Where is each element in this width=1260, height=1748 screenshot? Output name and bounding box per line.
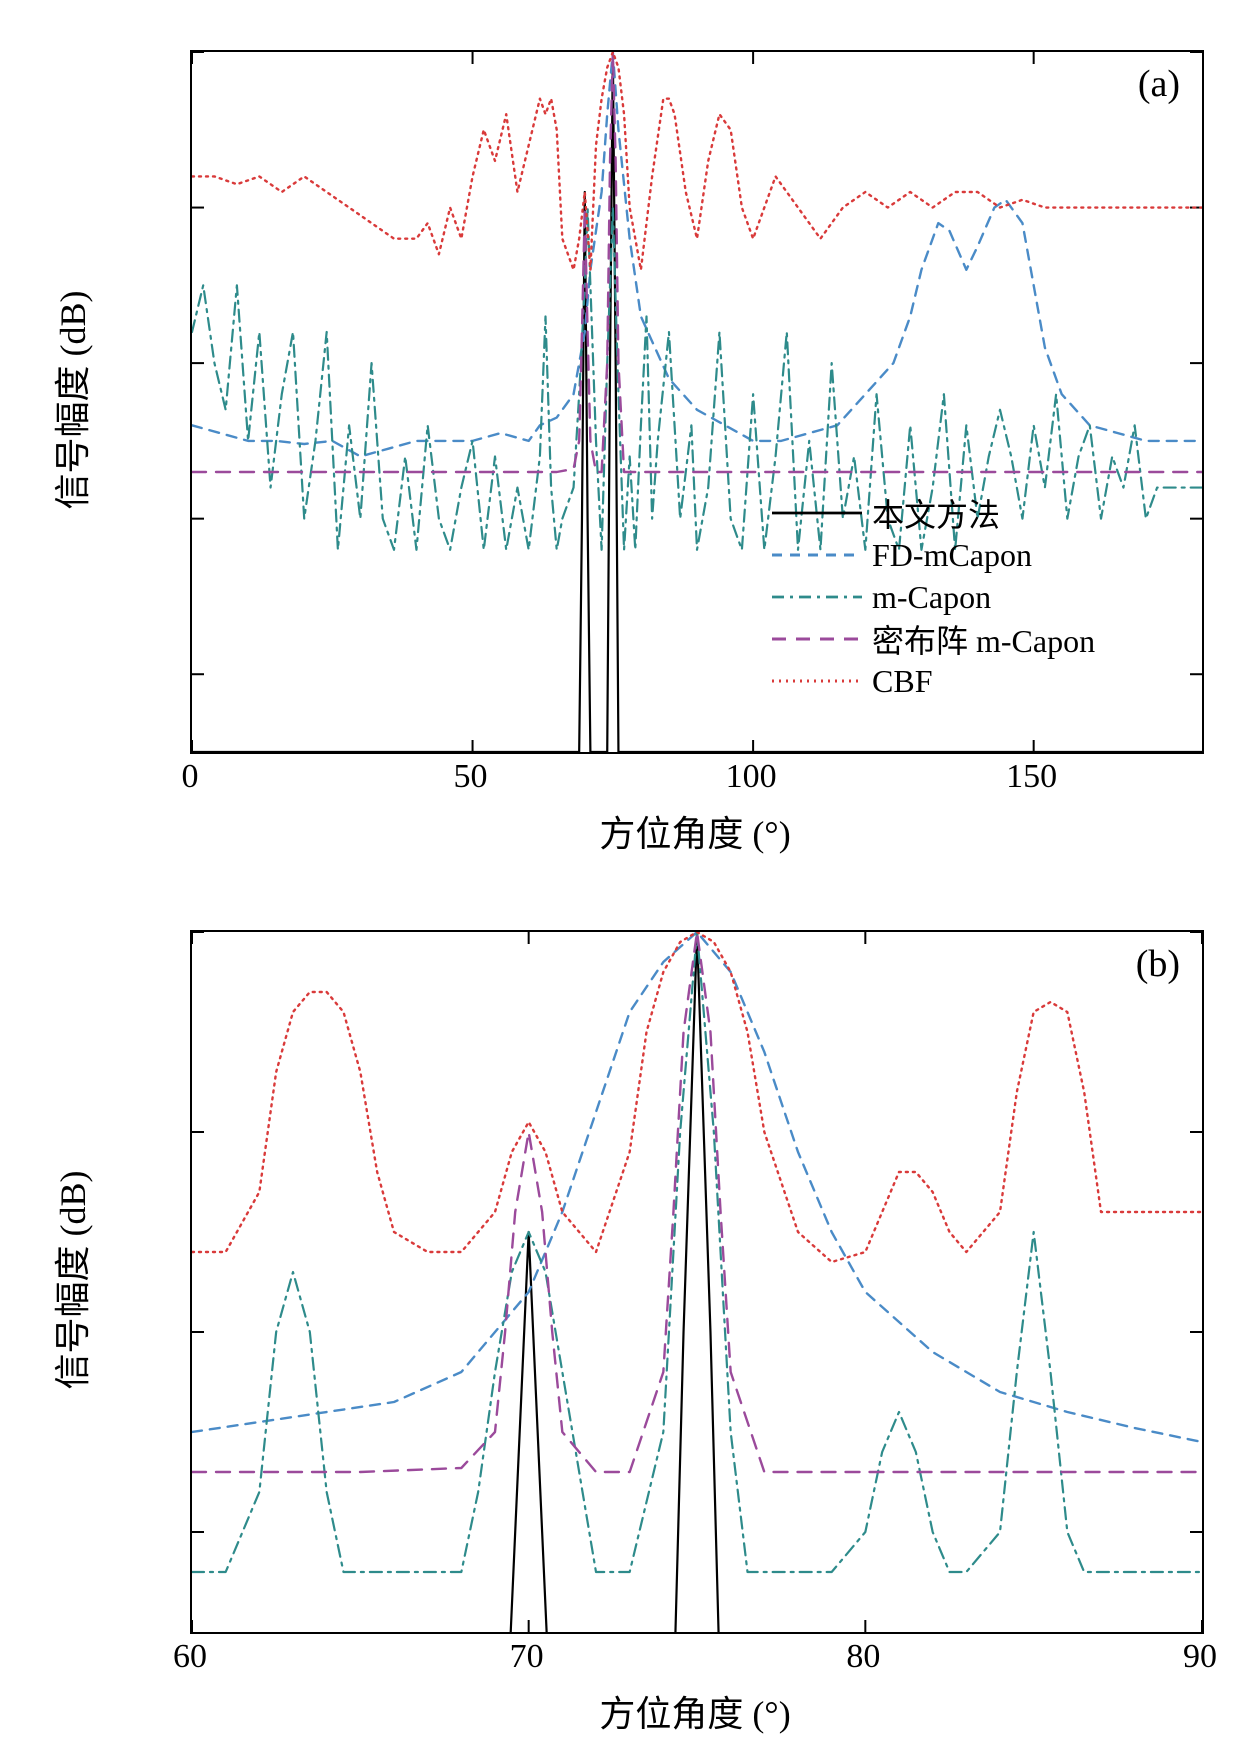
legend-label: CBF: [872, 663, 932, 700]
ylabel-b: 信号幅度 (dB): [44, 1171, 96, 1390]
xtick-label: 60: [173, 1638, 207, 1676]
series-CBF: [192, 932, 1202, 1262]
series-CBF: [192, 52, 1202, 270]
xtick-label: 0: [182, 758, 199, 796]
series-本文方法: [192, 932, 1202, 1632]
xlabel-a: 方位角度 (°): [599, 805, 790, 857]
legend-item: m-Capon: [772, 576, 1095, 618]
legend-swatch: [772, 540, 862, 570]
xtick-label: 50: [454, 758, 488, 796]
legend-label: FD-mCapon: [872, 537, 1032, 574]
legend-swatch: [772, 666, 862, 696]
ylabel-a: 信号幅度 (dB): [44, 291, 96, 510]
xtick-label: 90: [1183, 1638, 1217, 1676]
legend-item: 本文方法: [772, 492, 1095, 534]
panel-a-letter: (a): [1138, 62, 1180, 106]
chart-b-svg: [192, 932, 1202, 1632]
legend-swatch: [772, 624, 862, 654]
series-m-Capon: [192, 932, 1202, 1572]
xtick-label: 150: [1006, 758, 1057, 796]
plot-area-b: (b): [190, 930, 1204, 1634]
legend-swatch: [772, 582, 862, 612]
legend-label: m-Capon: [872, 579, 991, 616]
xtick-label: 100: [726, 758, 777, 796]
figure: (a) 本文方法FD-mCaponm-Capon密布阵 m-CaponCBF −…: [0, 0, 1260, 1748]
legend-swatch: [772, 498, 862, 528]
xtick-label: 80: [846, 1638, 880, 1676]
legend-item: 密布阵 m-Capon: [772, 618, 1095, 660]
panel-b-letter: (b): [1136, 942, 1180, 986]
xtick-label: 70: [510, 1638, 544, 1676]
legend-item: CBF: [772, 660, 1095, 702]
plot-area-a: (a) 本文方法FD-mCapon m-Capon密布阵 m-CaponCBF: [190, 50, 1204, 754]
legend-a: 本文方法FD-mCapon m-Capon密布阵 m-CaponCBF: [772, 492, 1095, 702]
legend-label: 本文方法: [872, 490, 1000, 536]
xlabel-b: 方位角度 (°): [599, 1685, 790, 1737]
series-FD-mCapon: [192, 52, 1202, 456]
legend-item: FD-mCapon: [772, 534, 1095, 576]
legend-label: 密布阵 m-Capon: [872, 616, 1095, 662]
